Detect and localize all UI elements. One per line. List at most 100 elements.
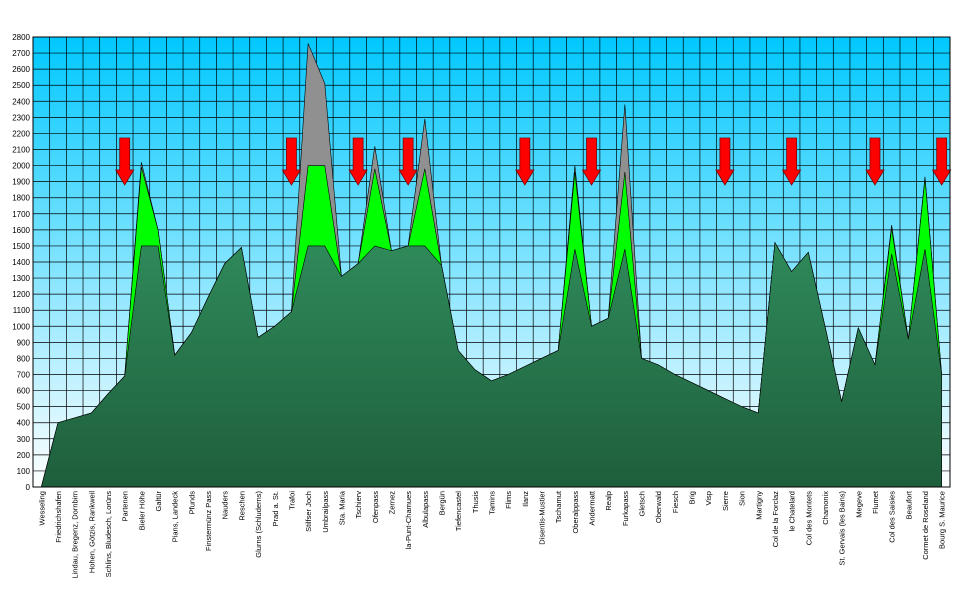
x-tick-label: Visp [704, 491, 713, 505]
x-tick-label: Ilanz [521, 491, 530, 507]
y-tick-label: 2700 [12, 49, 30, 58]
x-tick-label: Prad a. St. [271, 491, 280, 526]
x-tick-label: Oberwald [654, 491, 663, 523]
down-arrow-marker [348, 137, 368, 186]
y-tick-label: 2800 [12, 33, 30, 42]
x-tick-label: Galtür [154, 491, 163, 512]
down-arrow-marker [515, 137, 535, 186]
down-arrow-marker [398, 137, 418, 186]
x-tick-label: Wesseling [37, 491, 46, 525]
x-tick-label: Andermatt [588, 490, 597, 526]
plot-frame [32, 36, 951, 488]
x-tick-label: Oberalppass [571, 491, 580, 534]
y-axis-ticks: 0 100 200 300 400 500 600 700 800 900 1000 1100 1200… [12, 33, 30, 492]
x-tick-label: Stilfser Joch [304, 491, 313, 532]
x-tick-label: Pians, Landeck [171, 491, 180, 543]
x-tick-label: St. Gervais (les Bains) [838, 491, 847, 566]
x-tick-label: Megeve [854, 491, 863, 518]
x-tick-label: Cormet de Roseland [921, 491, 930, 560]
y-tick-label: 700 [17, 371, 31, 380]
down-arrow-marker [781, 137, 802, 186]
x-tick-label: Flumet [871, 490, 880, 514]
x-tick-label: Trafoi [287, 491, 296, 510]
y-tick-label: 100 [17, 467, 31, 476]
y-tick-label: 800 [17, 354, 31, 363]
y-tick-label: 1000 [12, 322, 30, 331]
x-tick-label: Ofenpass [371, 491, 380, 523]
down-arrow-marker [865, 137, 885, 186]
down-arrow-marker [114, 137, 135, 186]
x-tick-label: Friedrichshafen [54, 491, 63, 543]
x-tick-label: Bieler Höhe [137, 491, 146, 530]
x-tick-label: Pfunds [187, 491, 196, 515]
x-tick-label: Glurns (Schluderns) [254, 491, 263, 558]
x-tick-label: Tamins [488, 491, 497, 515]
x-tick-label: Chamonix [821, 491, 830, 525]
x-axis-ticks: Wesseling Friedrichshafen Lindau, Bregenz,… [37, 490, 946, 578]
x-tick-label: Nauders [221, 491, 230, 520]
x-tick-label: Bergün [437, 491, 446, 515]
x-tick-label: Tschierv [354, 491, 363, 519]
x-tick-label: Finstermünz Pass [204, 491, 213, 551]
y-tick-label: 2100 [12, 146, 30, 155]
x-tick-label: Gletsch [638, 491, 647, 516]
y-tick-label: 2300 [12, 113, 30, 122]
y-tick-label: 1500 [12, 242, 30, 251]
x-tick-label: Albulapass [421, 491, 430, 528]
x-tick-label: Tschamut [554, 490, 563, 523]
x-tick-label: Thusis [471, 491, 480, 513]
x-tick-label: Umbrailpass [321, 491, 330, 533]
x-tick-label: Col de la Forclaz [771, 491, 780, 548]
y-tick-label: 500 [17, 403, 31, 412]
x-tick-label: Col des Saisies [888, 491, 897, 543]
pass-arrows [114, 137, 952, 186]
x-tick-label: Partenen [121, 491, 130, 521]
y-tick-label: 1800 [12, 194, 30, 203]
elevation-areas [40, 43, 942, 488]
x-tick-label: Sion [738, 491, 747, 506]
y-tick-label: 1700 [12, 210, 30, 219]
x-tick-label: Beaufort [904, 490, 913, 519]
y-tick-label: 600 [17, 387, 31, 396]
x-tick-label: Disentis-Mustier [538, 491, 547, 545]
y-tick-label: 900 [17, 338, 31, 347]
x-tick-label: Zernez [387, 491, 396, 515]
y-tick-label: 2500 [12, 81, 30, 90]
y-tick-label: 0 [26, 483, 31, 492]
x-tick-label: Sta. Maria [337, 490, 346, 525]
y-tick-label: 1200 [12, 290, 30, 299]
x-tick-label: Sierre [721, 491, 730, 511]
down-arrow-marker [715, 137, 735, 186]
y-tick-label: 1600 [12, 226, 30, 235]
x-tick-label: Reschen [237, 491, 246, 521]
y-tick-label: 2600 [12, 65, 30, 74]
y-tick-label: 2400 [12, 97, 30, 106]
y-tick-label: 2200 [12, 129, 30, 138]
y-tick-label: 400 [17, 419, 31, 428]
y-tick-label: 1100 [13, 306, 31, 315]
terrain-area [40, 241, 942, 488]
y-tick-label: 2000 [12, 162, 30, 171]
x-tick-label: Realp [604, 491, 613, 511]
x-tick-label: Fiesch [671, 491, 680, 513]
x-tick-label: Col des Montets [804, 491, 813, 545]
y-tick-label: 300 [17, 435, 31, 444]
x-tick-label: la-Punt-Chamues [404, 491, 413, 550]
x-tick-label: Brig [688, 491, 697, 504]
down-arrow-marker [581, 137, 602, 186]
x-tick-label: Tiefencastel [454, 491, 463, 531]
y-tick-label: 200 [17, 451, 31, 460]
down-arrow-marker [281, 137, 302, 186]
x-tick-label: Furkapass [621, 491, 630, 526]
x-tick-label: Lindau, Bregenz, Dornbirn [71, 491, 80, 579]
x-tick-label: Bourg S. Maurice [938, 491, 947, 549]
y-tick-label: 1900 [12, 178, 30, 187]
x-tick-label: Hohen, Götzis, Rankweil [87, 491, 96, 573]
x-tick-label: Flims [504, 491, 513, 509]
y-tick-label: 1300 [12, 274, 30, 283]
down-arrow-marker [931, 137, 952, 186]
y-tick-label: 1400 [12, 258, 30, 267]
x-tick-label: Martigny [754, 491, 763, 520]
x-tick-label: le Chatelard [788, 491, 797, 531]
